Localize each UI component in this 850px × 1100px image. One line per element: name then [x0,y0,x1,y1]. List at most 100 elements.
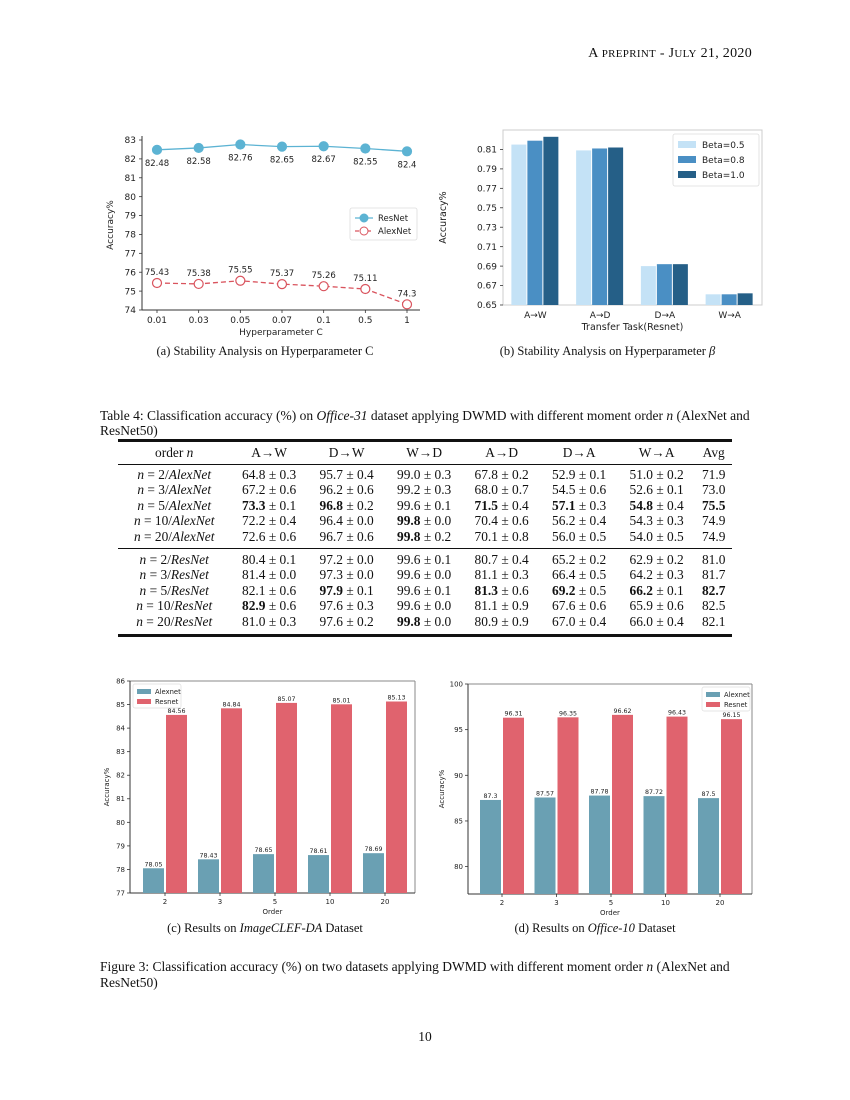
accuracy-cell: 81.4 ± 0.0 [242,567,297,583]
caption-dataset: ImageCLEF-DA [239,921,323,935]
y-tick-label: 78 [125,231,137,241]
resnet-group: n = 2/ResNet 80.4 ± 0.1 97.2 ± 0.0 99.6 ± 0… [118,548,732,636]
x-tick-label: 3 [554,899,558,907]
legend-label: Alexnet [724,691,750,699]
order-cell: n = 5/ResNet [139,582,209,598]
accuracy-cell: 82.1 ± 0.6 [242,582,297,598]
accuracy-cell: 69.2 ± 0.5 [552,582,607,598]
bar-resnet [557,717,579,894]
x-tick-label: 0.5 [358,316,372,326]
accuracy-cell: 57.1 ± 0.3 [552,497,607,513]
data-point [193,278,204,290]
data-label: 84.84 [222,701,240,708]
order-cell: n = 10/AlexNet [133,513,215,529]
caption-text: Figure 3: Classification accuracy (%) on… [100,959,647,974]
data-label: 96.62 [613,708,631,715]
header-date: 21, 2020 [696,46,752,61]
legend-swatch [678,171,696,178]
y-tick-label: 0.67 [477,282,497,292]
order-cell: n = 10/ResNet [136,598,213,614]
data-label: 75.43 [145,268,169,278]
data-label: 84.56 [167,708,185,715]
accuracy-cell: 80.7 ± 0.4 [474,551,529,567]
legend-marker [359,226,369,236]
table-row: n = 5/AlexNet 73.3 ± 0.1 96.8 ± 0.2 99.6 ± … [118,498,732,514]
data-point [318,141,329,152]
table-row: n = 5/ResNet 82.1 ± 0.6 97.9 ± 0.1 99.6 ± 0… [118,583,732,599]
bar-beta-0-5 [640,266,656,305]
data-label: 78.65 [254,847,272,854]
table-row: n = 3/AlexNet 67.2 ± 0.6 96.2 ± 0.6 99.2 ± … [118,482,732,498]
data-label: 82.55 [353,158,377,168]
x-tick-label: 5 [273,898,277,906]
y-tick-label: 0.73 [477,223,497,233]
x-tick-label: 20 [716,899,725,907]
accuracy-cell: 54.5 ± 0.6 [552,482,607,498]
accuracy-cell: 80.4 ± 0.1 [242,551,297,567]
accuracy-cell: 99.8 ± 0.0 [397,513,452,529]
order-cell: n = 2/ResNet [139,551,209,567]
data-label: 75.11 [353,274,377,284]
y-tick-label: 77 [125,249,136,259]
data-label: 96.31 [504,711,522,718]
y-tick-label: 0.79 [477,165,497,175]
table-row: n = 2/ResNet 80.4 ± 0.1 97.2 ± 0.0 99.6 ± 0… [118,548,732,567]
legend-label: AlexNet [378,227,412,237]
y-tick-label: 0.69 [477,262,497,272]
x-tick-label: D→A [655,311,676,321]
accuracy-cell: 96.7 ± 0.6 [319,528,374,544]
bar-beta-0-5 [511,144,527,305]
caption-text: (d) Results on [514,921,588,935]
accuracy-cell: 70.1 ± 0.8 [474,528,529,544]
legend: Alexnet Resnet [132,683,182,709]
accuracy-cell: 62.9 ± 0.2 [629,551,684,567]
y-tick-label: 84 [116,725,125,733]
y-tick-label: 0.81 [477,146,497,156]
x-axis-label: Transfer Task(Resnet) [581,322,684,333]
data-point [360,143,371,154]
accuracy-cell: 52.6 ± 0.1 [629,482,684,498]
bar-alexnet [363,853,384,893]
data-label: 82.58 [186,157,210,167]
chart-office10: 80 85 90 95 100 2 87.3 96.31 3 87.57 96.35 5 87.78 96… [438,680,753,917]
plot-frame [502,129,763,306]
caption-text: (AlexNet and ResNet50) [100,408,750,438]
accuracy-cell: 72.2 ± 0.4 [242,513,297,529]
table-row: n = 3/ResNet 81.4 ± 0.0 97.3 ± 0.0 99.6 ± 0… [118,567,732,583]
data-label: 87.78 [590,789,608,796]
x-tick-label: 0.05 [230,316,250,326]
data-label: 82.76 [228,154,252,164]
y-tick-label: 81 [125,174,136,184]
bar-resnet [721,719,742,894]
order-cell: n = 20/ResNet [136,613,213,629]
x-axis-label: Order [263,908,283,916]
data-label: 87.72 [645,789,663,796]
y-axis-label: Accuracy% [106,200,116,250]
data-label: 74.3 [398,289,417,299]
header-text: A [588,46,599,61]
accuracy-cell: 99.6 ± 0.0 [397,598,452,614]
bar-alexnet [698,798,719,894]
header-task: A→W [251,445,287,460]
accuracy-cell: 66.2 ± 0.1 [629,582,684,598]
y-axis-label: Accuracy% [438,191,449,243]
bar-resnet [612,714,633,894]
data-label: 75.26 [311,271,335,281]
accuracy-cell: 56.0 ± 0.5 [552,528,607,544]
accuracy-cell: 65.9 ± 0.6 [629,598,684,614]
bar-resnet [221,708,242,893]
legend-label: Beta=0.8 [702,156,745,166]
accuracy-cell: 99.6 ± 0.1 [397,497,452,513]
data-point [401,299,413,310]
header-date: ULY [674,48,697,60]
legend: ResNet AlexNet [349,207,418,241]
data-label: 87.3 [483,793,497,800]
accuracy-cell: 81.1 ± 0.9 [474,598,529,614]
accuracy-cell: 99.6 ± 0.0 [397,567,452,583]
y-tick-label: 0.75 [477,204,497,214]
accuracy-cell: 52.9 ± 0.1 [552,466,607,482]
y-tick-label: 90 [454,772,463,780]
accuracy-cell: 99.6 ± 0.1 [397,582,452,598]
accuracy-cell: 64.8 ± 0.3 [242,466,297,482]
caption-d: (d) Results on Office-10 Dataset [435,921,755,936]
